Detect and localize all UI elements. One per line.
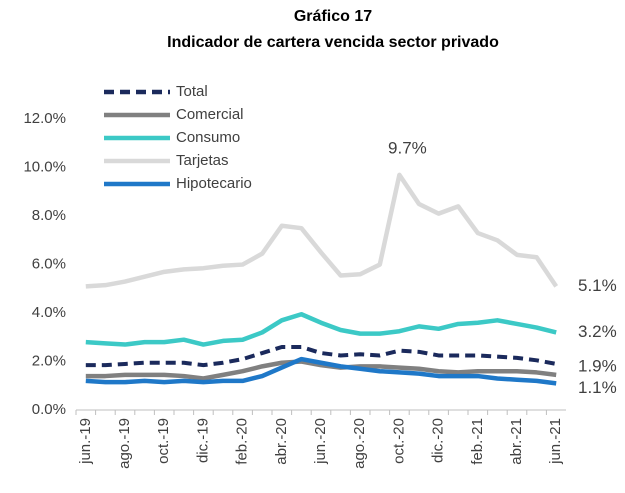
y-tick-label: 2.0% [32,352,66,369]
series-line [85,359,557,381]
chart-title: Gráfico 17 [294,8,372,25]
y-tick-label: 12.0% [23,110,66,127]
legend-label: Consumo [176,129,240,146]
legend-label: Total [176,83,208,100]
x-tick-label: oct.-19 [155,418,172,464]
data-label: 1.9% [578,356,617,375]
data-label: 9.7% [388,138,427,157]
y-tick-label: 8.0% [32,207,66,224]
x-tick-label: jun.-20 [312,418,329,465]
y-tick-label: 10.0% [23,159,66,176]
series-line [85,312,557,347]
data-label: 1.1% [578,378,617,397]
x-tick-label: abr.-20 [273,418,290,465]
chart-subtitle: Indicador de cartera vencida sector priv… [167,34,499,51]
y-tick-label: 0.0% [32,401,66,418]
series-line [85,172,559,289]
legend-label: Comercial [176,106,244,123]
series-line [85,356,557,386]
x-tick-label: ago.-19 [116,418,133,469]
legend-label: Hipotecario [176,175,252,192]
x-tick-label: dic.-19 [194,418,211,463]
y-tick-label: 4.0% [32,304,66,321]
legend-label: Tarjetas [176,152,229,169]
x-tick-label: oct.-20 [390,418,407,464]
x-tick-label: jun.-19 [77,418,94,465]
x-tick-label: feb.-21 [469,418,486,465]
x-tick-label: dic.-20 [430,418,447,463]
x-tick-label: ago.-20 [351,418,368,469]
x-tick-label: jun.-21 [547,418,564,465]
data-label: 3.2% [578,322,617,341]
y-tick-label: 6.0% [32,256,66,273]
data-label: 5.1% [578,276,617,295]
x-tick-label: abr.-21 [508,418,525,465]
x-tick-label: feb.-20 [234,418,251,465]
